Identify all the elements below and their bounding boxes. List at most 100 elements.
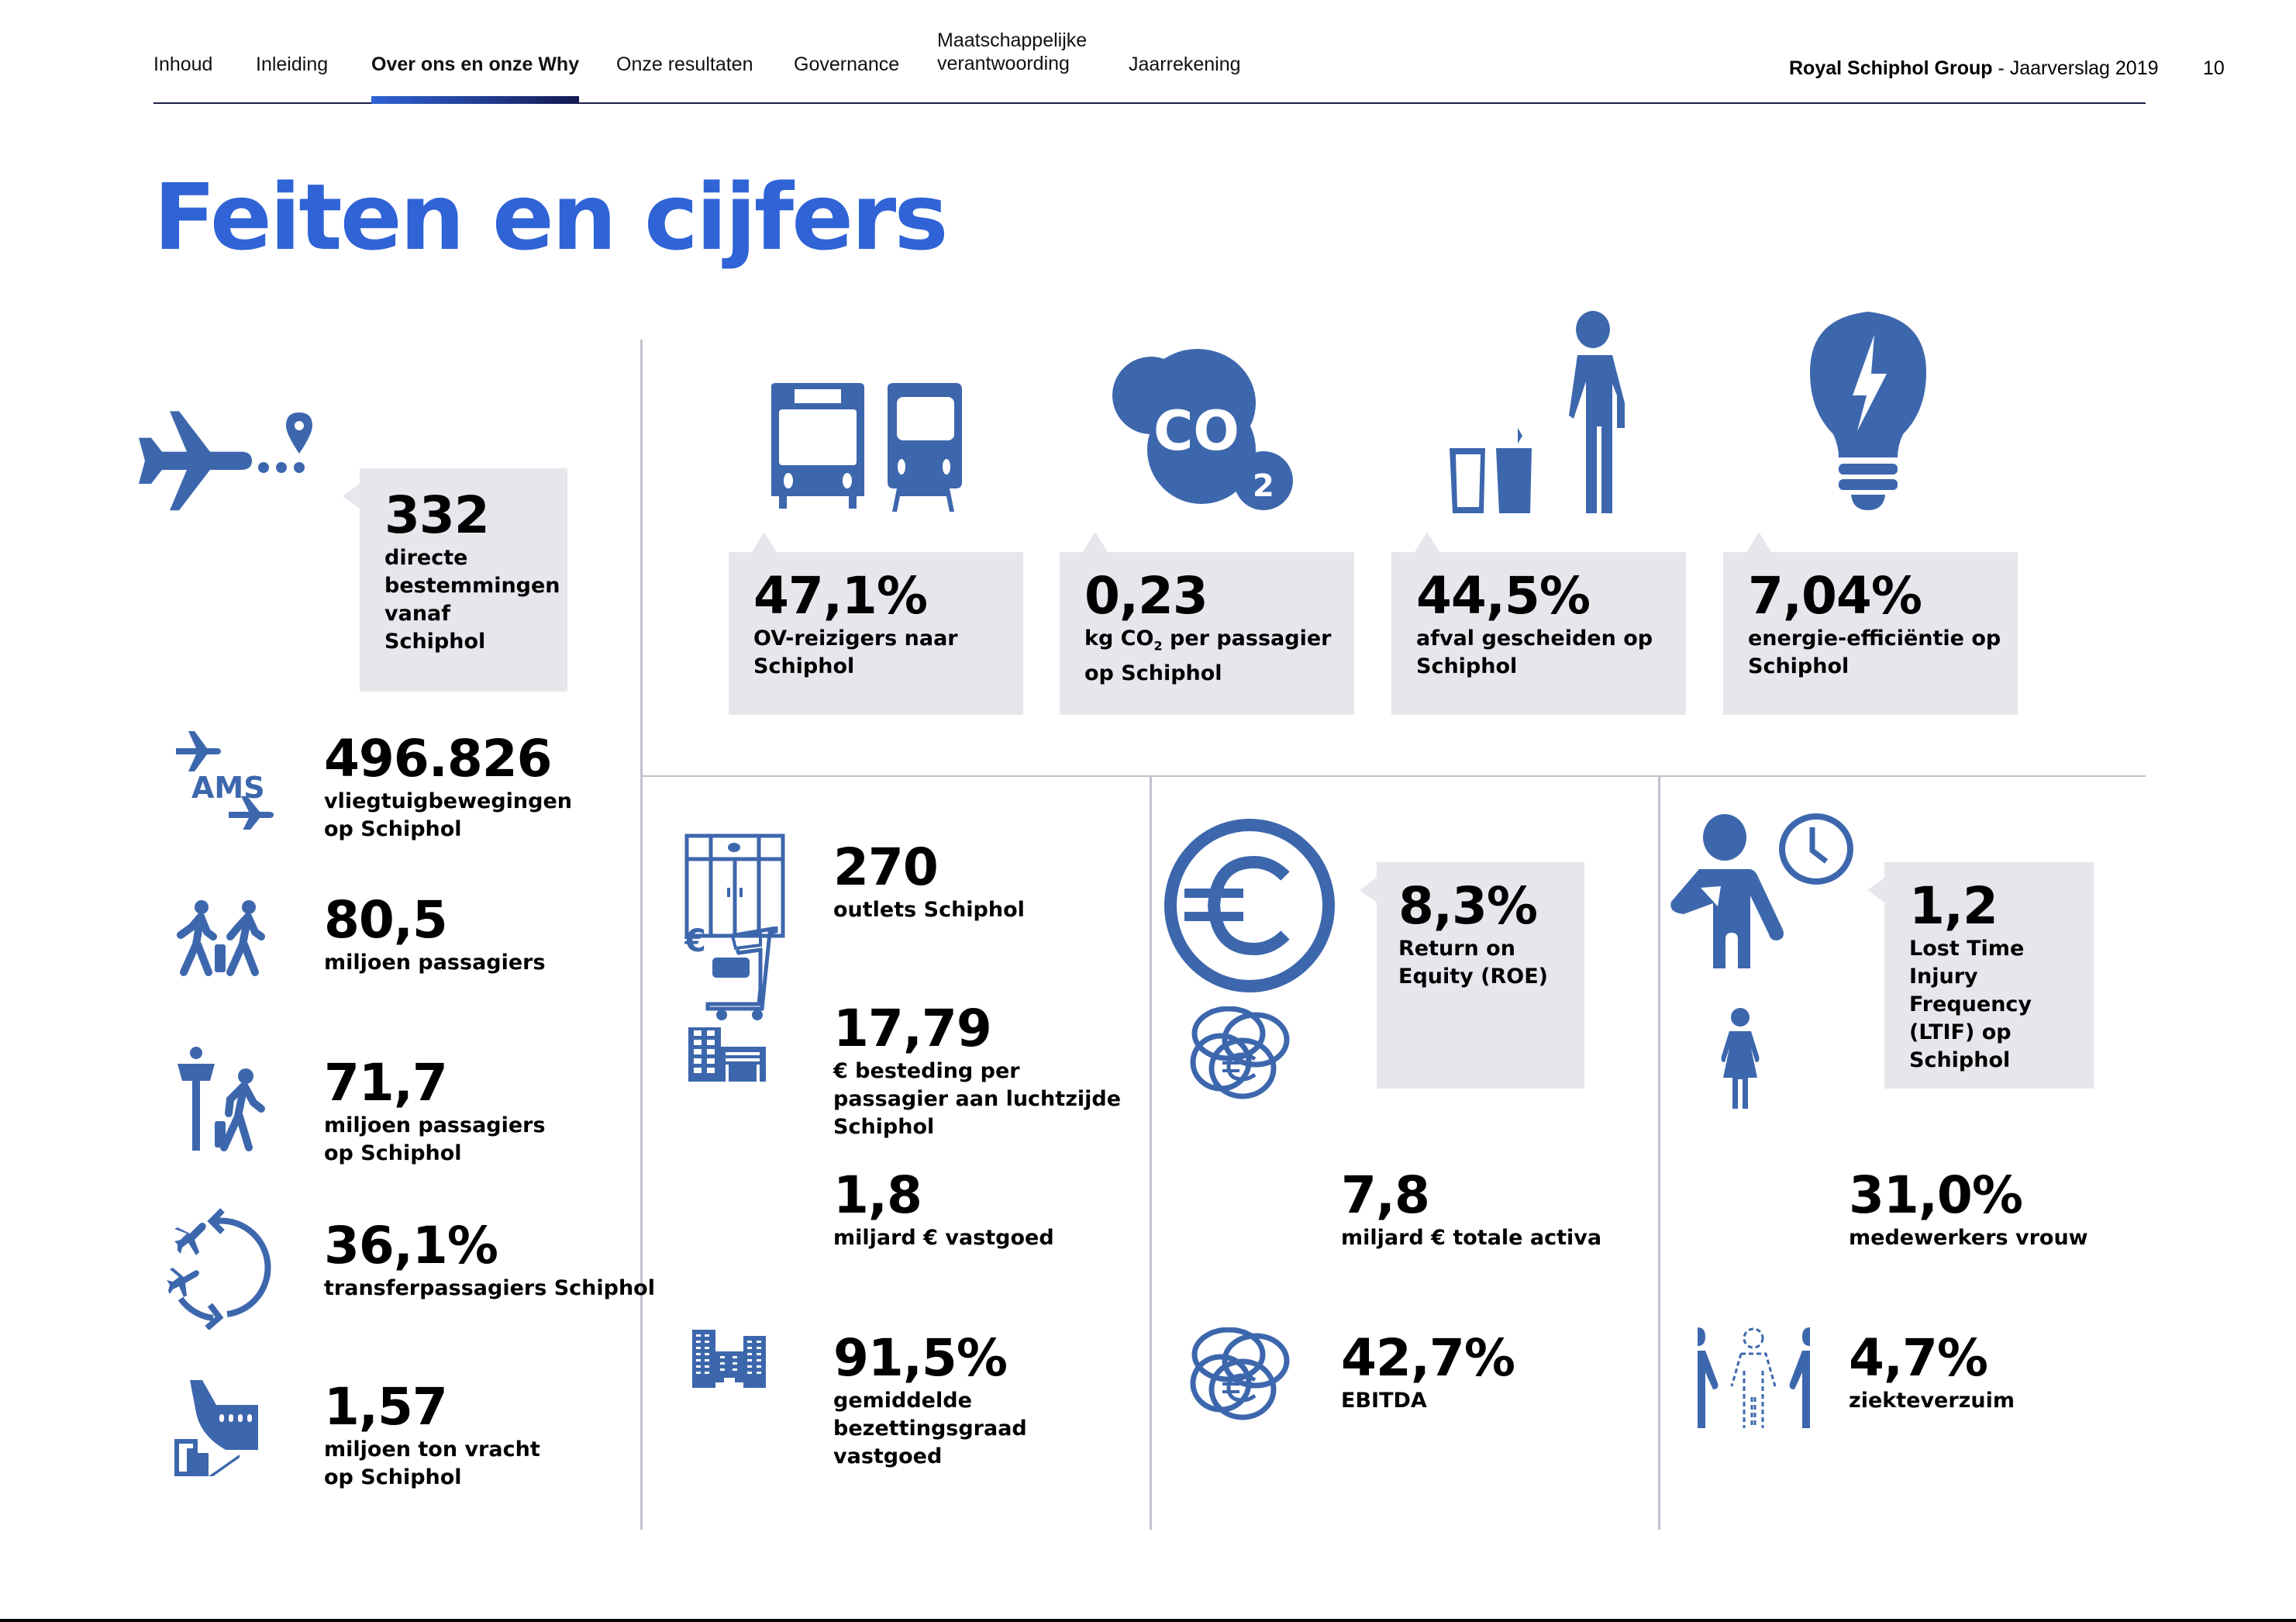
report-brand: Royal Schiphol Group: [1789, 57, 1993, 79]
euro-cart-icon: €: [684, 927, 785, 1023]
shopfront-icon: [684, 833, 785, 938]
stat-label: gemiddelde bezettingsgraad vastgoed: [833, 1389, 1027, 1468]
nav-item-governance[interactable]: Governance: [794, 53, 900, 75]
callout-pointer: [1746, 532, 1771, 552]
label-part: per passagier op Schiphol: [1084, 626, 1332, 686]
stat-ebitda: 42,7% EBITDA: [1341, 1330, 1515, 1415]
stat-aircraft-movements: 496.826 vliegtuigbewegingen op Schiphol: [324, 730, 603, 844]
column-divider: [1658, 775, 1660, 1530]
callout-pointer: [1415, 532, 1439, 552]
cargo-plane-icon: [174, 1380, 275, 1481]
nav-item-over-ons[interactable]: Over ons en onze Why: [371, 53, 580, 75]
report-title: - Jaarverslag 2019: [1992, 57, 2159, 79]
stat-passengers-schiphol: 71,7 miljoen passagiers op Schiphol: [324, 1054, 572, 1168]
stat-label: outlets Schiphol: [833, 898, 1025, 922]
label-part: kg CO: [1084, 626, 1154, 651]
stat-passengers: 80,5 miljoen passagiers: [324, 892, 546, 977]
row-divider: [640, 775, 2146, 777]
callout-pointer: [1083, 532, 1108, 552]
destinations-callout: 332 directe bestemmingen vanaf Schiphol: [343, 468, 567, 692]
office-buildings-icon-shape: [692, 1330, 766, 1388]
callout-pointer: [752, 532, 777, 552]
stat-value: 47,1%: [753, 566, 928, 626]
roe-callout: 8,3% Return on Equity (ROE): [1360, 862, 1584, 1089]
stat-label: energie-efficiëntie op Schiphol: [1748, 626, 2001, 678]
absent-employee-icon: [1698, 1327, 1810, 1428]
euro-circle-icon: [1163, 814, 1341, 996]
report-header: Royal Schiphol Group - Jaarverslag 2019: [1789, 57, 2159, 80]
passengers-walking-icon: [174, 899, 275, 977]
nav-item-inhoud[interactable]: Inhoud: [153, 53, 213, 75]
stat-label: miljoen passagiers: [324, 951, 546, 975]
office-buildings-icon: [692, 1163, 766, 1264]
stat-value: 42,7%: [1341, 1328, 1515, 1388]
stat-value: 7,8: [1341, 1165, 1430, 1225]
page-bottom-border: [0, 1619, 2296, 1622]
nav-active-indicator: [371, 96, 579, 104]
stat-value: 71,7: [324, 1053, 448, 1113]
stat-value: 17,79: [833, 999, 992, 1058]
stat-label: transferpassagiers Schiphol: [324, 1276, 655, 1300]
nav-item-inleiding[interactable]: Inleiding: [256, 53, 329, 75]
stat-outlets: 270 outlets Schiphol: [833, 839, 1025, 924]
callout-pointer: [1867, 878, 1884, 902]
stat-label: miljard € vastgoed: [833, 1226, 1054, 1250]
stat-label: ziekteverzuim: [1849, 1389, 2015, 1413]
transfer-cycle-icon: [167, 1206, 275, 1330]
stat-label: afval gescheiden op Schiphol: [1416, 626, 1653, 678]
injured-person-clock-icon: [1665, 810, 1859, 973]
euro-coins-icon: [1190, 1006, 1291, 1099]
co2-text: CO: [1153, 399, 1239, 463]
stat-transfer-passengers: 36,1% transferpassagiers Schiphol: [324, 1217, 655, 1303]
stat-value: 0,23: [1084, 566, 1208, 626]
waste-separation-icon: [1442, 310, 1643, 516]
stat-value: 4,7%: [1849, 1328, 1988, 1388]
svg-text:2: 2: [1253, 468, 1274, 504]
top-navigation: Inhoud Inleiding Over ons en onze Why On…: [153, 0, 2146, 104]
nav-item-onze-resultaten[interactable]: Onze resultaten: [616, 53, 753, 75]
stat-spending: 17,79 € besteding per passagier aan luch…: [833, 1000, 1128, 1141]
stat-value: 1,8: [833, 1165, 922, 1225]
nav-item-line1: Maatschappelijke: [937, 29, 1088, 51]
stat-label: medewerkers vrouw: [1849, 1226, 2088, 1250]
stat-value: 270: [833, 837, 939, 897]
co2-callout: 0,23 kg CO2 per passagier op Schiphol: [1060, 532, 1354, 715]
co2-cloud-icon: CO 2: [1108, 349, 1295, 519]
column-divider: [1150, 775, 1152, 1530]
ams-flights-icon: AMS: [174, 725, 275, 830]
waste-callout: 44,5% afval gescheiden op Schiphol: [1391, 532, 1686, 715]
stat-label: miljard € totale activa: [1341, 1226, 1602, 1250]
stat-value: 36,1%: [324, 1216, 498, 1275]
nav-item-jaarrekening[interactable]: Jaarrekening: [1129, 53, 1241, 75]
control-tower-passenger-icon: [174, 1047, 275, 1151]
airplane-destination-icon: [136, 411, 322, 523]
page-number: 10: [2203, 57, 2225, 79]
nav-item-maatschappelijke-verantwoording[interactable]: Maatschappelijke verantwoording: [937, 29, 1087, 75]
stat-real-estate: 1,8 miljard € vastgoed: [833, 1167, 1054, 1252]
stat-label: OV-reizigers naar Schiphol: [753, 626, 958, 678]
euro-coins-icon: [1190, 1327, 1291, 1420]
stat-label: vliegtuigbewegingen op Schiphol: [324, 789, 573, 841]
stat-value: 1,2: [1909, 876, 1998, 936]
stat-value: 91,5%: [833, 1328, 1008, 1388]
stat-sick-leave: 4,7% ziekteverzuim: [1849, 1330, 2015, 1415]
callout-pointer: [1360, 878, 1377, 902]
svg-text:AMS: AMS: [191, 771, 265, 805]
stat-occupancy: 91,5% gemiddelde bezettingsgraad vastgoe…: [833, 1330, 1128, 1471]
stat-label: Lost Time Injury Frequency (LTIF) op Sch…: [1909, 937, 2032, 1072]
stat-value: 496.826: [324, 729, 553, 789]
stat-value: 1,57: [324, 1377, 448, 1437]
svg-text:€: €: [684, 927, 706, 959]
stat-label: miljoen passagiers op Schiphol: [324, 1113, 546, 1165]
energy-callout: 7,04% energie-efficiëntie op Schiphol: [1723, 532, 2018, 715]
callout-pointer: [343, 484, 360, 509]
stat-total-assets: 7,8 miljard € totale activa: [1341, 1167, 1601, 1252]
ltif-callout: 1,2 Lost Time Injury Frequency (LTIF) op…: [1867, 862, 2094, 1089]
page-title: Feiten en cijfers: [153, 164, 949, 271]
stat-female-employees: 31,0% medewerkers vrouw: [1849, 1167, 2088, 1252]
stat-value: 8,3%: [1398, 876, 1538, 936]
stat-value: 80,5: [324, 890, 448, 950]
label-subscript: 2: [1153, 638, 1163, 654]
stat-cargo: 1,57 miljoen ton vracht op Schiphol: [324, 1379, 572, 1492]
stat-label: EBITDA: [1341, 1389, 1427, 1413]
